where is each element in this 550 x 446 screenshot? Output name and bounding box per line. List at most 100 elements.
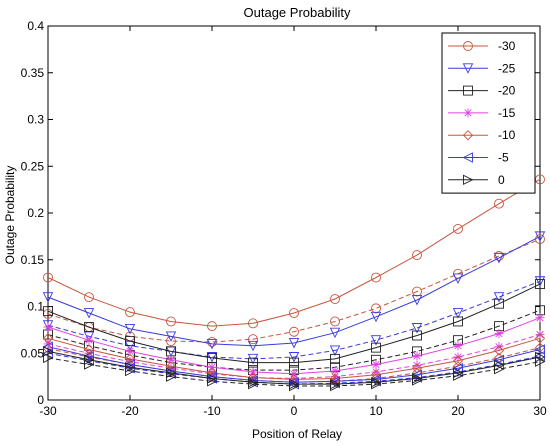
y-axis-title: Outage Probability — [3, 166, 17, 265]
legend-entry: 0 — [448, 173, 505, 187]
data-point — [248, 367, 258, 377]
data-point — [371, 342, 381, 353]
y-tick-label: 0.35 — [21, 66, 45, 80]
data-point — [534, 276, 546, 287]
data-point — [371, 272, 381, 283]
series-6 — [43, 313, 545, 379]
data-point — [330, 380, 341, 392]
data-point — [453, 341, 463, 351]
y-tick-label: 0.25 — [21, 159, 45, 173]
data-point — [452, 273, 464, 284]
data-point — [289, 380, 300, 392]
data-point — [453, 223, 463, 234]
data-point — [125, 336, 135, 347]
data-point — [206, 352, 218, 363]
data-point — [453, 370, 464, 381]
data-point — [494, 363, 505, 375]
series-line — [47, 357, 541, 387]
data-point — [125, 365, 136, 377]
data-point — [452, 308, 464, 319]
data-point — [494, 329, 504, 339]
series-line — [47, 178, 541, 327]
data-point — [166, 355, 176, 365]
data-point — [166, 363, 176, 373]
data-point — [248, 357, 258, 368]
data-point — [84, 335, 94, 345]
legend-entry: -20 — [448, 84, 516, 98]
series-2 — [42, 231, 546, 352]
data-point — [206, 338, 218, 350]
data-point — [248, 378, 259, 390]
data-point — [463, 85, 473, 96]
data-point — [330, 316, 340, 327]
x-tick-label: 0 — [291, 404, 298, 418]
data-point — [371, 303, 381, 314]
data-point — [125, 346, 135, 356]
x-tick-label: 30 — [533, 404, 547, 418]
data-point — [247, 353, 259, 365]
x-tick-label: 20 — [451, 404, 465, 418]
data-point — [124, 323, 136, 335]
legend-label: -20 — [498, 84, 516, 98]
data-point — [453, 352, 463, 362]
data-point — [207, 321, 217, 332]
series-0 — [43, 174, 545, 332]
data-point — [535, 356, 546, 367]
series-4 — [43, 279, 545, 368]
data-point — [124, 353, 136, 364]
data-point — [462, 152, 473, 163]
data-point — [84, 348, 94, 358]
data-point — [462, 63, 474, 74]
data-point — [463, 41, 473, 51]
legend: -30 -25 -20 -15 -10 -5 0 — [441, 32, 536, 194]
legend-entry: -10 — [448, 128, 516, 142]
series-line — [47, 283, 541, 364]
legend-entry: -30 — [448, 39, 516, 53]
data-point — [125, 307, 135, 318]
legend-entry: -15 — [448, 106, 516, 120]
x-tick-label: -10 — [203, 404, 221, 418]
data-point — [207, 337, 217, 347]
x-tick-label: -30 — [39, 404, 57, 418]
data-point — [288, 338, 300, 349]
data-point — [493, 292, 505, 303]
series-line — [47, 337, 541, 380]
data-point — [412, 250, 422, 261]
series-13 — [43, 352, 546, 392]
data-point — [329, 327, 341, 339]
data-point — [370, 311, 382, 323]
chart-title: Outage Probability — [244, 5, 351, 20]
data-point — [84, 322, 94, 333]
data-point — [43, 272, 53, 283]
data-point — [535, 330, 545, 340]
data-point — [535, 279, 545, 290]
data-point — [43, 352, 54, 364]
data-point — [206, 367, 218, 379]
legend-label: -5 — [498, 151, 509, 165]
data-point — [411, 295, 423, 306]
data-point — [494, 298, 504, 309]
data-point — [248, 334, 258, 345]
legend-label: -15 — [498, 106, 516, 120]
series-layer — [42, 174, 546, 392]
y-tick-label: 0.15 — [21, 253, 45, 267]
data-point — [534, 231, 546, 242]
axis-ticks: -30 -20 -10 0 10 20 30 0 0.05 0.1 0.15 0.2 0.25 0.3 0.… — [21, 19, 547, 418]
data-point — [412, 330, 422, 341]
series-7 — [43, 330, 545, 383]
data-point — [43, 322, 53, 332]
data-point — [463, 174, 474, 186]
data-point — [165, 331, 177, 342]
data-point — [289, 369, 299, 379]
data-point — [42, 333, 54, 344]
legend-entry: -5 — [448, 151, 509, 165]
data-point — [247, 340, 259, 352]
data-point — [207, 376, 218, 387]
data-point — [330, 353, 340, 364]
legend-label: 0 — [498, 173, 505, 187]
data-point — [83, 308, 95, 319]
x-tick-label: -20 — [121, 404, 139, 418]
data-point — [330, 366, 340, 376]
data-point — [289, 373, 299, 383]
